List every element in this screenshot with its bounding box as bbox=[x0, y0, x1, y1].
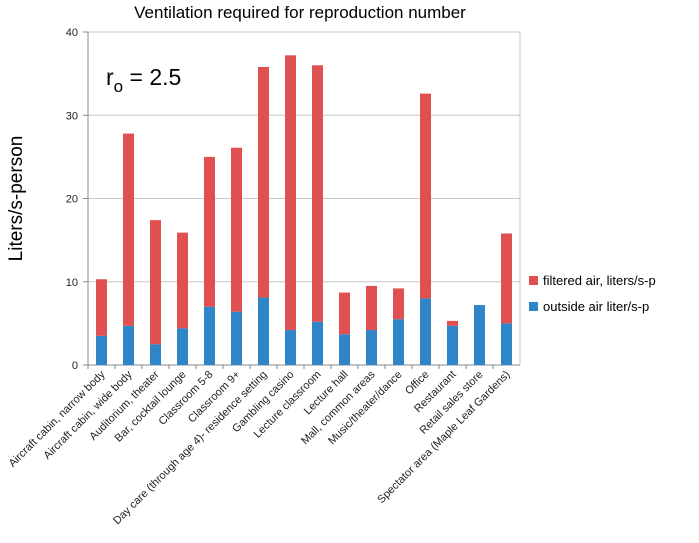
bar-filtered-air bbox=[339, 292, 350, 335]
bar-outside-air bbox=[312, 321, 323, 365]
annotation-r0: ro = 2.5 bbox=[106, 64, 181, 96]
bar-filtered-air bbox=[447, 320, 458, 326]
bar-outside-air bbox=[447, 325, 458, 365]
bar-filtered-air bbox=[123, 133, 134, 326]
bar-outside-air bbox=[339, 334, 350, 365]
bar-filtered-air bbox=[420, 93, 431, 299]
bar-filtered-air bbox=[150, 220, 161, 345]
bar-outside-air bbox=[393, 319, 404, 365]
y-tick-label: 0 bbox=[72, 360, 78, 372]
y-tick-label: 40 bbox=[66, 27, 78, 39]
y-tick-label: 20 bbox=[66, 194, 78, 206]
bar-filtered-air bbox=[258, 66, 269, 298]
bar-outside-air bbox=[258, 297, 269, 365]
legend-swatch bbox=[529, 276, 538, 285]
bar-filtered-air bbox=[366, 285, 377, 331]
bar-outside-air bbox=[231, 311, 242, 365]
bar-filtered-air bbox=[501, 233, 512, 324]
bar-filtered-air bbox=[177, 232, 188, 329]
bar-filtered-air bbox=[393, 288, 404, 320]
bar-outside-air bbox=[204, 306, 215, 365]
legend-swatch bbox=[529, 302, 538, 311]
legend-label: filtered air, liters/s-p bbox=[543, 273, 656, 288]
bar-filtered-air bbox=[312, 65, 323, 322]
bar-outside-air bbox=[285, 330, 296, 365]
bar-outside-air bbox=[123, 325, 134, 365]
bar-outside-air bbox=[366, 330, 377, 365]
bar-filtered-air bbox=[285, 55, 296, 331]
bar-outside-air bbox=[177, 328, 188, 365]
bar-outside-air bbox=[474, 305, 485, 365]
bar-filtered-air bbox=[204, 156, 215, 307]
y-axis-label: Liters/s-person bbox=[6, 136, 27, 262]
bar-outside-air bbox=[501, 323, 512, 365]
bar-filtered-air bbox=[96, 279, 107, 336]
bar-filtered-air bbox=[231, 147, 242, 312]
bar-outside-air bbox=[150, 344, 161, 365]
legend-label: outside air liter/s-p bbox=[543, 299, 649, 314]
y-tick-label: 30 bbox=[66, 110, 78, 122]
bar-outside-air bbox=[96, 335, 107, 365]
chart-title: Ventilation required for reproduction nu… bbox=[134, 3, 466, 22]
y-tick-label: 10 bbox=[66, 277, 78, 289]
bar-outside-air bbox=[420, 298, 431, 365]
